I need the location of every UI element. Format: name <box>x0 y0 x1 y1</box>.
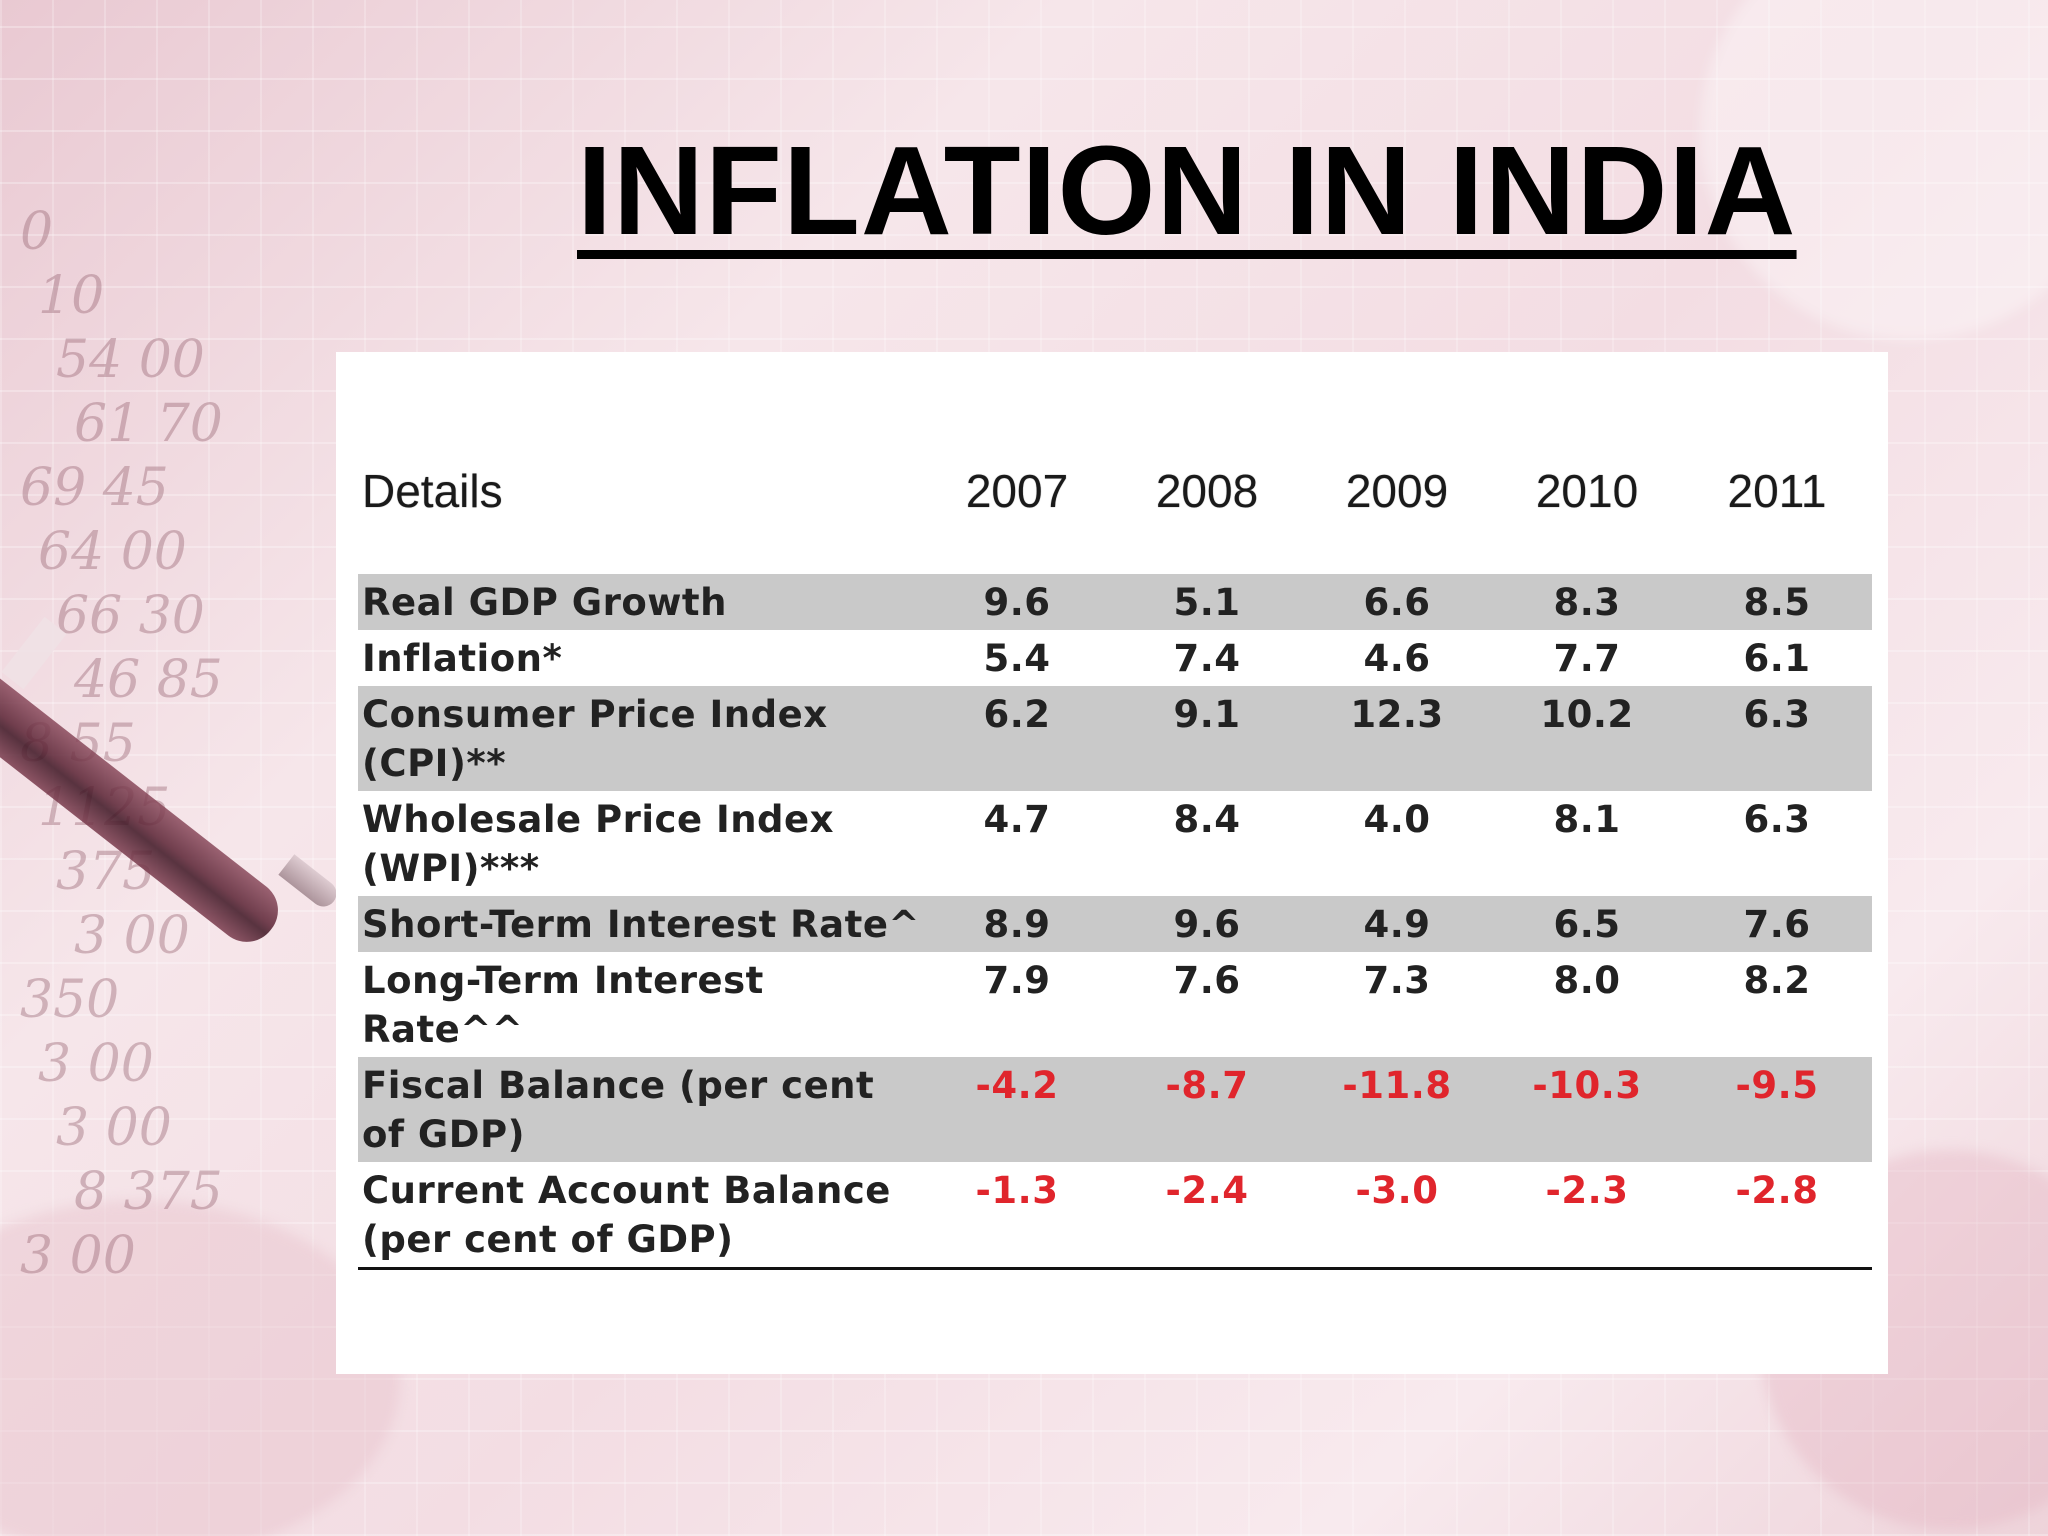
economic-indicators-table: Details 2007 2008 2009 2010 2011 Real GD… <box>358 462 1872 1270</box>
cell-value: 8.2 <box>1743 959 1811 1002</box>
background-number: 64 00 <box>38 522 187 582</box>
table-row: Consumer Price Index (CPI)** 6.2 9.1 12.3 10… <box>358 686 1872 791</box>
cell-value: 4.9 <box>1302 896 1492 952</box>
cell-value: -9.5 <box>1682 1057 1872 1162</box>
cell-value: 8.5 <box>1682 574 1872 630</box>
cell-value: -11.8 <box>1302 1057 1492 1162</box>
cell-value: 7.6 <box>1682 896 1872 952</box>
cell-value: -2.3 <box>1492 1162 1682 1270</box>
cell-value: -3.0 <box>1302 1162 1492 1270</box>
table-row: Fiscal Balance (per cent of GDP) -4.2 -8.7… <box>358 1057 1872 1162</box>
cell-value: 9.6 <box>1112 896 1302 952</box>
cell-value: 8.4 <box>1173 798 1241 841</box>
background-number: 8 375 <box>74 1162 223 1222</box>
cell-value: 8.9 <box>922 896 1112 952</box>
table-row: Real GDP Growth 9.6 5.1 6.6 8.3 8.5 <box>358 574 1872 630</box>
table-row: Inflation* 5.4 7.4 4.6 7.7 6.1 <box>358 630 1872 686</box>
cell-value: 8.3 <box>1492 574 1682 630</box>
background-number: 66 30 <box>56 586 205 646</box>
cell-value: 12.3 <box>1302 686 1492 791</box>
cell-value: 7.9 <box>983 959 1051 1002</box>
row-label: Consumer Price Index (CPI)** <box>358 686 922 791</box>
cell-value: 4.7 <box>983 798 1051 841</box>
header-year: 2008 <box>1155 465 1259 517</box>
table-row: Long-Term Interest Rate^^ 7.9 7.6 7.3 8.0 8.2 <box>358 952 1872 1057</box>
row-label: Fiscal Balance (per cent of GDP) <box>358 1057 922 1162</box>
cell-value: 4.0 <box>1363 798 1431 841</box>
cell-value: 7.3 <box>1363 959 1431 1002</box>
cell-value: 7.7 <box>1553 637 1621 680</box>
background-number: 46 85 <box>74 650 223 710</box>
table-panel: Details 2007 2008 2009 2010 2011 Real GD… <box>336 352 1888 1374</box>
table-header-row: Details 2007 2008 2009 2010 2011 <box>358 462 1872 574</box>
cell-value: -10.3 <box>1492 1057 1682 1162</box>
header-details: Details <box>362 465 503 517</box>
background-number: 69 45 <box>20 458 169 518</box>
background-number: 3 00 <box>38 1034 154 1094</box>
cell-value: -2.4 <box>1112 1162 1302 1270</box>
cell-value: 4.6 <box>1363 637 1431 680</box>
row-label: Short-Term Interest Rate^ <box>358 896 922 952</box>
row-label: Inflation* <box>362 637 563 680</box>
row-label: Real GDP Growth <box>358 574 922 630</box>
cell-value: 7.4 <box>1173 637 1241 680</box>
background-number: 3 00 <box>74 906 190 966</box>
header-year: 2009 <box>1345 465 1449 517</box>
table-body: Real GDP Growth 9.6 5.1 6.6 8.3 8.5 Inflation*… <box>358 574 1872 1270</box>
background-number: 3 00 <box>56 1098 172 1158</box>
table-row: Wholesale Price Index (WPI)*** 4.7 8.4 4.0 8… <box>358 791 1872 896</box>
background-number: 10 <box>38 266 105 326</box>
cell-value: 6.3 <box>1682 686 1872 791</box>
cell-value: 6.5 <box>1492 896 1682 952</box>
background-number: 54 00 <box>56 330 205 390</box>
slide-title-container: INFLATION IN INDIA <box>0 128 2048 254</box>
cell-value: 6.2 <box>922 686 1112 791</box>
cell-value: 9.6 <box>922 574 1112 630</box>
background-number: 61 70 <box>74 394 223 454</box>
table-row: Current Account Balance (per cent of GDP… <box>358 1162 1872 1270</box>
row-label: Wholesale Price Index (WPI)*** <box>362 798 835 890</box>
row-label: Current Account Balance (per cent of GDP… <box>358 1162 922 1270</box>
cell-value: -1.3 <box>922 1162 1112 1270</box>
cell-value: -8.7 <box>1112 1057 1302 1162</box>
background-number: 350 <box>20 970 120 1030</box>
cell-value: -4.2 <box>922 1057 1112 1162</box>
cell-value: 6.3 <box>1743 798 1811 841</box>
cell-value: 9.1 <box>1112 686 1302 791</box>
table-row: Short-Term Interest Rate^ 8.9 9.6 4.9 6.5 7.6 <box>358 896 1872 952</box>
row-label: Long-Term Interest Rate^^ <box>362 959 764 1051</box>
cell-value: 6.6 <box>1302 574 1492 630</box>
cell-value: -2.8 <box>1682 1162 1872 1270</box>
header-year: 2007 <box>965 465 1069 517</box>
cell-value: 6.1 <box>1743 637 1811 680</box>
cell-value: 10.2 <box>1492 686 1682 791</box>
slide-title: INFLATION IN INDIA <box>577 120 1797 261</box>
background-number: 3 00 <box>20 1226 136 1286</box>
background-number: 0 <box>20 202 54 262</box>
cell-value: 8.1 <box>1553 798 1621 841</box>
cell-value: 5.1 <box>1112 574 1302 630</box>
header-year: 2010 <box>1535 465 1639 517</box>
cell-value: 8.0 <box>1553 959 1621 1002</box>
cell-value: 7.6 <box>1173 959 1241 1002</box>
cell-value: 5.4 <box>983 637 1051 680</box>
header-year: 2011 <box>1727 465 1827 517</box>
